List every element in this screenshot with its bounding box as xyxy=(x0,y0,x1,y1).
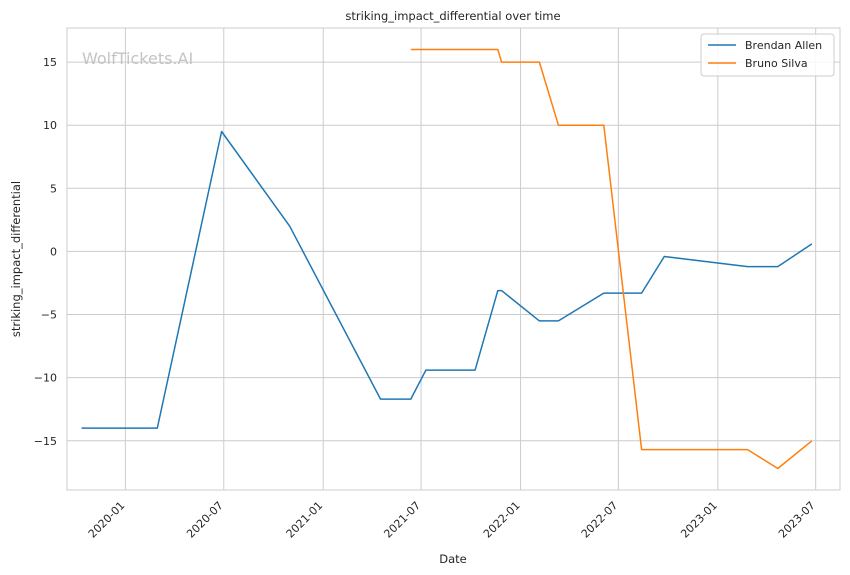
y-tick-label: −10 xyxy=(34,372,57,385)
y-tick-label: 0 xyxy=(50,245,57,258)
legend: Brendan Allen Bruno Silva xyxy=(700,33,835,77)
x-gridlines xyxy=(124,28,817,490)
plot-background xyxy=(67,28,840,490)
x-tick-label: 2023-01 xyxy=(678,499,720,541)
legend-label-brendan-allen: Brendan Allen xyxy=(745,39,822,52)
x-tick-labels: 2020-01 2020-07 2021-01 2021-07 2022-01 2022-… xyxy=(86,499,818,541)
x-tick-label: 2020-01 xyxy=(86,499,128,541)
y-tick-label: −5 xyxy=(41,309,57,322)
plot-frame xyxy=(66,27,841,491)
y-tick-label: −15 xyxy=(34,435,57,448)
series-layer xyxy=(81,48,813,470)
y-tick-label: 10 xyxy=(43,119,57,132)
x-tick-label: 2022-07 xyxy=(579,499,621,541)
y-tick-label: 15 xyxy=(43,56,57,69)
x-tick-label: 2021-07 xyxy=(381,499,423,541)
y-axis-label: striking_impact_differential xyxy=(9,181,23,337)
x-axis-label: Date xyxy=(439,552,467,566)
x-tick-label: 2022-01 xyxy=(481,499,523,541)
y-tick-label: 5 xyxy=(50,182,57,195)
chart-title: striking_impact_differential over time xyxy=(345,9,560,23)
x-tick-label: 2020-07 xyxy=(184,499,226,541)
x-tick-label: 2023-07 xyxy=(776,499,818,541)
x-tick-label: 2021-01 xyxy=(284,499,326,541)
legend-label-bruno-silva: Bruno Silva xyxy=(745,57,808,70)
y-tick-labels: −15 −10 −5 0 5 10 15 xyxy=(34,56,57,448)
series-line-brendan-allen xyxy=(81,130,813,429)
watermark: WolfTickets.AI xyxy=(82,49,193,68)
series-line-bruno-silva xyxy=(410,48,813,470)
